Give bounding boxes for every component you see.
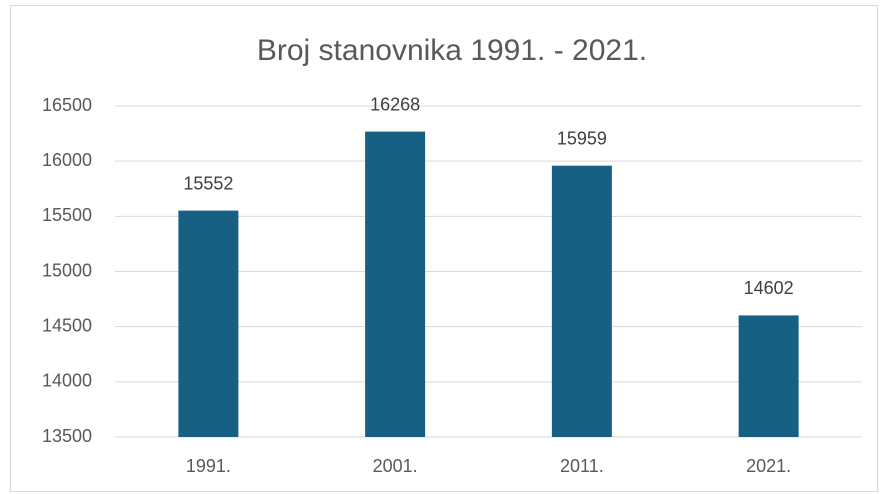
y-tick-label: 13500	[42, 426, 92, 446]
data-label: 15552	[183, 173, 233, 193]
x-tick-label: 2021.	[746, 456, 791, 476]
y-tick-label: 16000	[42, 150, 92, 170]
bar	[551, 165, 612, 437]
bar	[738, 315, 799, 437]
x-tick-label: 2001.	[373, 456, 418, 476]
chart-frame	[10, 5, 878, 492]
data-label: 16268	[370, 94, 420, 114]
bar	[365, 131, 426, 437]
chart-title: Broj stanovnika 1991. - 2021.	[257, 34, 647, 67]
x-tick-label: 2011.	[560, 456, 604, 476]
x-tick-label: 1991.	[186, 456, 231, 476]
data-label: 15959	[557, 128, 607, 148]
y-tick-label: 16500	[42, 95, 92, 115]
y-tick-label: 14000	[42, 371, 92, 391]
y-tick-label: 14500	[42, 315, 92, 335]
bar	[178, 210, 239, 437]
data-label: 14602	[744, 278, 794, 298]
y-tick-label: 15500	[42, 205, 92, 225]
y-tick-label: 15000	[42, 260, 92, 280]
